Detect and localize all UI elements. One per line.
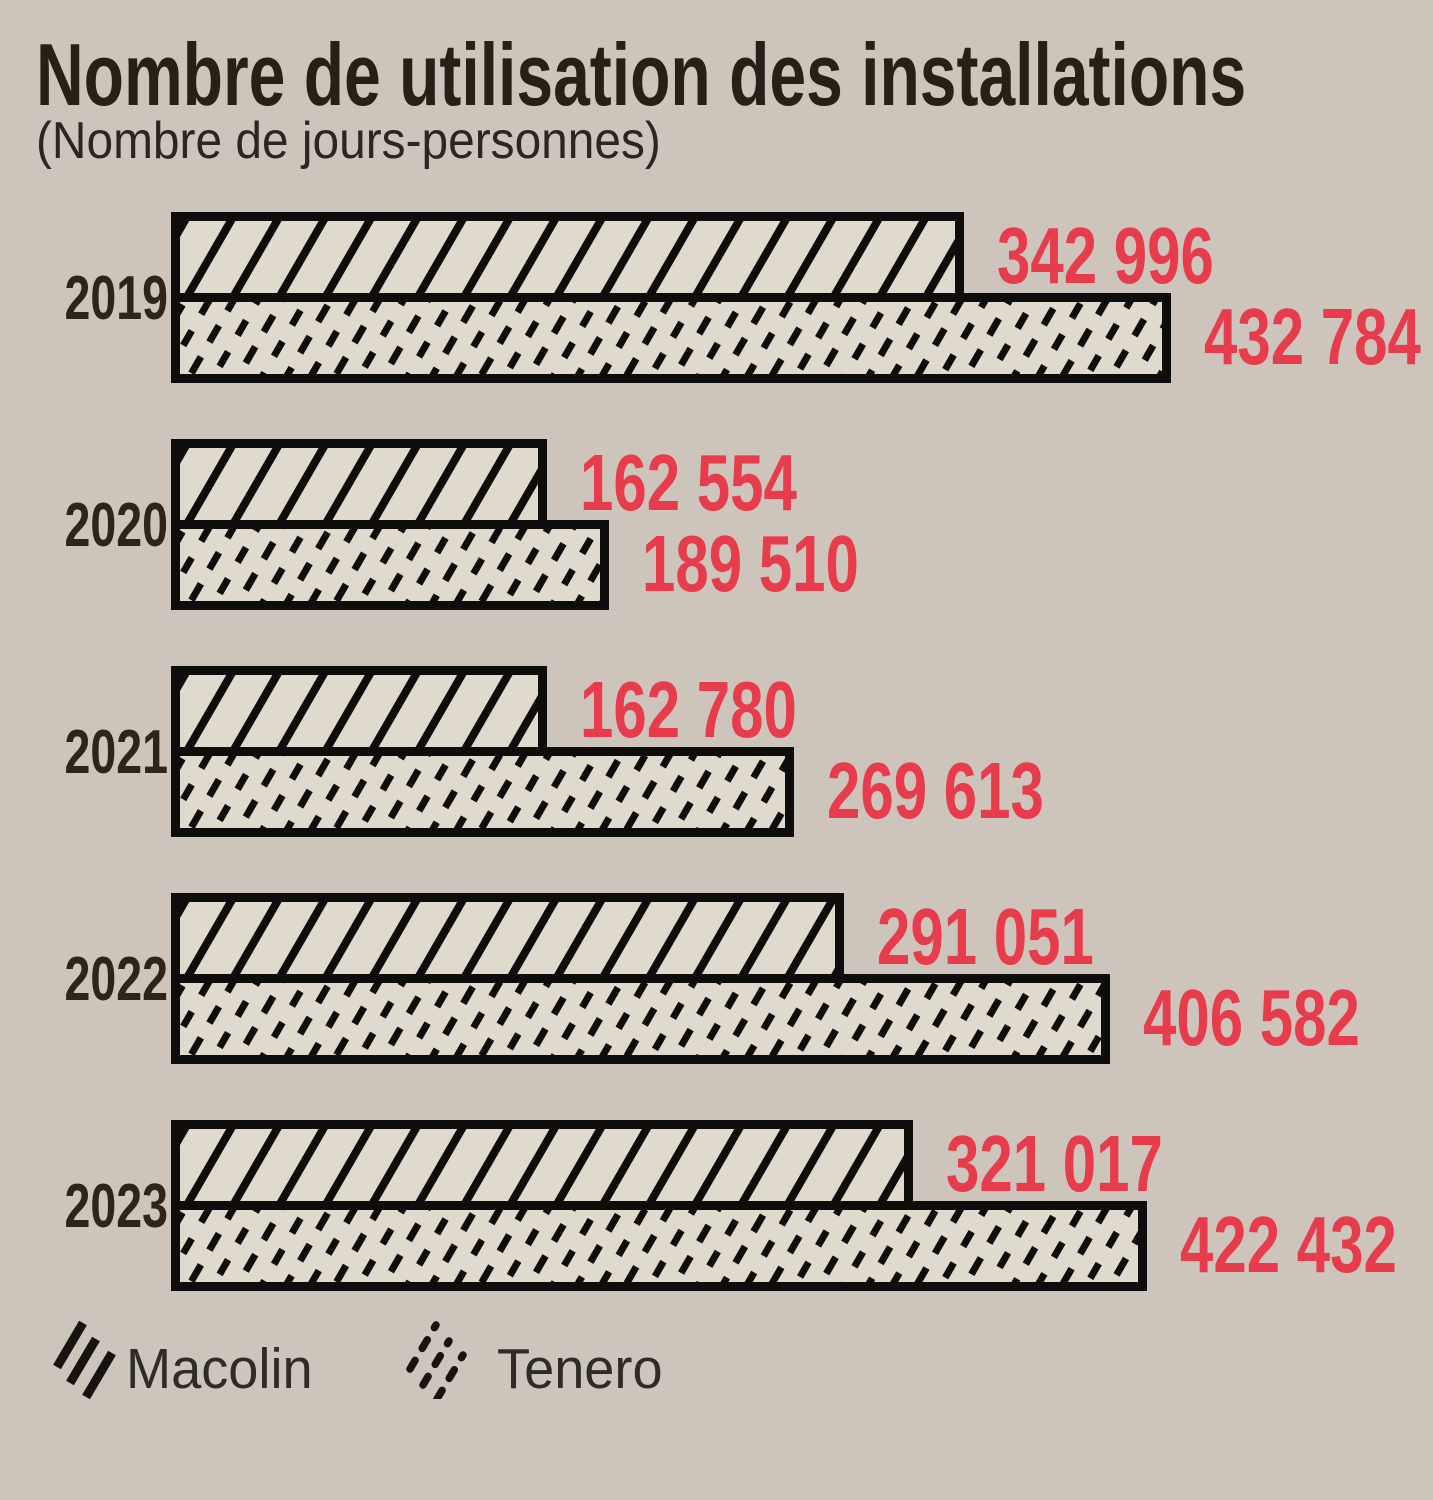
year-label-2021: 2021	[64, 718, 168, 787]
chart-subtitle: (Nombre de jours-personnes)	[36, 112, 661, 170]
value-label-tenero-2021: 269 613	[827, 746, 1044, 835]
bar-group-2020: 2020 162 554 189 510	[64, 438, 1433, 610]
bar-tenero-2020	[171, 520, 609, 610]
bar-macolin-2020	[171, 439, 547, 529]
legend-label-macolin: Macolin	[126, 1337, 313, 1401]
value-label-macolin-2023: 321 017	[946, 1119, 1163, 1208]
bar-tenero-2021	[171, 747, 794, 837]
bar-macolin-2022	[171, 893, 844, 983]
bar-tenero-2023	[171, 1201, 1147, 1291]
bar-macolin-2019	[171, 212, 964, 302]
value-label-macolin-2019: 342 996	[997, 211, 1214, 300]
value-label-tenero-2020: 189 510	[642, 519, 859, 608]
bar-group-2023: 2023 321 017 422 432	[64, 1119, 1433, 1291]
tenero-pattern-icon	[406, 1321, 467, 1399]
year-label-2023: 2023	[64, 1172, 168, 1241]
bar-tenero-2019	[171, 293, 1171, 383]
value-label-macolin-2021: 162 780	[580, 665, 797, 754]
tenero-hatch-fill	[180, 983, 1101, 1055]
bar-macolin-2021	[171, 666, 547, 756]
tenero-hatch-fill	[180, 302, 1162, 374]
bar-macolin-2023	[171, 1120, 913, 1210]
macolin-hatch-fill	[180, 902, 835, 974]
macolin-hatch-fill	[180, 1129, 904, 1201]
bar-tenero-2022	[171, 974, 1110, 1064]
year-label-2019: 2019	[64, 264, 168, 333]
value-label-tenero-2023: 422 432	[1180, 1200, 1397, 1289]
legend-label-tenero: Tenero	[497, 1337, 663, 1401]
year-label-2020: 2020	[64, 491, 168, 560]
macolin-pattern-icon	[53, 1321, 116, 1399]
bar-group-2022: 2022 291 051 406 582	[64, 892, 1433, 1064]
macolin-hatch-fill	[180, 675, 538, 747]
value-label-macolin-2020: 162 554	[580, 438, 797, 527]
bar-group-2019: 2019 342 996 432 784	[64, 211, 1433, 383]
tenero-hatch-fill	[180, 529, 600, 601]
tenero-hatch-fill	[180, 1210, 1138, 1282]
macolin-hatch-fill	[180, 448, 538, 520]
year-label-2022: 2022	[64, 945, 168, 1014]
value-label-tenero-2019: 432 784	[1204, 292, 1421, 381]
macolin-hatch-fill	[180, 221, 955, 293]
tenero-hatch-fill	[180, 756, 785, 828]
value-label-macolin-2022: 291 051	[877, 892, 1094, 981]
bar-group-2021: 2021 162 780 269 613	[64, 665, 1433, 837]
value-label-tenero-2022: 406 582	[1143, 973, 1360, 1062]
chart-title: Nombre de utilisation des installations	[36, 25, 1247, 124]
